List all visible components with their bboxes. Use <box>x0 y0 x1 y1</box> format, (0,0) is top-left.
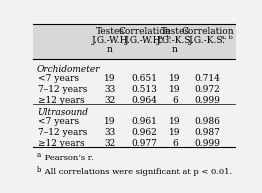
Text: 0.961: 0.961 <box>132 117 157 126</box>
Text: 0.962: 0.962 <box>132 128 157 137</box>
Text: 7–12 years: 7–12 years <box>38 128 87 137</box>
Text: 6: 6 <box>172 139 178 148</box>
Text: 0.977: 0.977 <box>132 139 157 148</box>
Text: 19: 19 <box>169 117 181 126</box>
Text: a, b: a, b <box>159 34 171 39</box>
Text: 32: 32 <box>104 96 116 105</box>
Text: 0.964: 0.964 <box>132 96 157 105</box>
Text: 19: 19 <box>169 85 181 94</box>
Text: n: n <box>172 45 178 54</box>
Text: 19: 19 <box>104 117 116 126</box>
Text: 7–12 years: 7–12 years <box>38 85 87 94</box>
Text: Pearson’s r.: Pearson’s r. <box>42 154 93 162</box>
Text: 0.714: 0.714 <box>194 74 220 83</box>
Text: 32: 32 <box>104 139 116 148</box>
FancyBboxPatch shape <box>33 24 236 59</box>
Text: J.G.-K.S.: J.G.-K.S. <box>189 36 226 45</box>
Text: Correlation: Correlation <box>118 27 171 36</box>
Text: <7 years: <7 years <box>38 74 79 83</box>
Text: 19: 19 <box>104 74 116 83</box>
Text: All correlations were significant at p < 0.01.: All correlations were significant at p <… <box>42 168 232 176</box>
Text: 0.999: 0.999 <box>194 96 220 105</box>
Text: 0.999: 0.999 <box>194 139 220 148</box>
Text: n: n <box>107 45 113 54</box>
Text: Testes: Testes <box>160 27 189 36</box>
Text: <7 years: <7 years <box>38 117 79 126</box>
Text: Ultrasound: Ultrasound <box>37 108 88 117</box>
Text: Orchidometer: Orchidometer <box>37 65 100 74</box>
Text: 33: 33 <box>104 128 116 137</box>
Text: a: a <box>37 151 41 159</box>
Text: 0.987: 0.987 <box>194 128 220 137</box>
Text: 0.986: 0.986 <box>194 117 220 126</box>
Text: Testes: Testes <box>95 27 124 36</box>
Text: 19: 19 <box>169 74 181 83</box>
Text: J.G.-W.H.: J.G.-W.H. <box>125 36 164 45</box>
Text: ≥12 years: ≥12 years <box>38 96 84 105</box>
Text: 0.513: 0.513 <box>132 85 157 94</box>
Text: Correlation: Correlation <box>181 27 234 36</box>
Text: 0.651: 0.651 <box>132 74 157 83</box>
Text: J.G.-W.H: J.G.-W.H <box>92 36 128 45</box>
Text: ≥12 years: ≥12 years <box>38 139 84 148</box>
Text: 33: 33 <box>104 85 116 94</box>
Text: b: b <box>37 166 41 174</box>
Text: 6: 6 <box>172 96 178 105</box>
Text: a, b: a, b <box>221 34 232 39</box>
Text: J.G.-K.S.: J.G.-K.S. <box>156 36 193 45</box>
Text: 0.972: 0.972 <box>194 85 220 94</box>
Text: 19: 19 <box>169 128 181 137</box>
